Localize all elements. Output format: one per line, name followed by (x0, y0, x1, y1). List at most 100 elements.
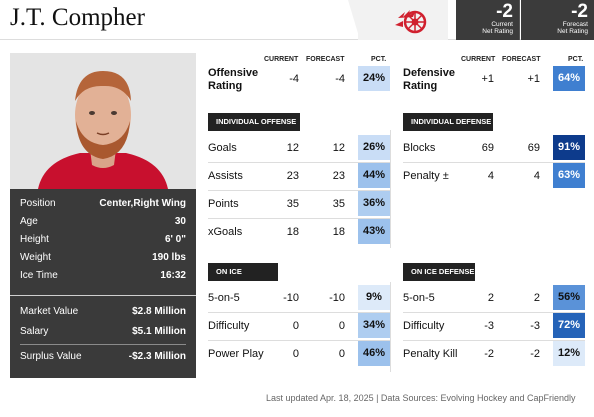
stat-forecast: 0 (338, 348, 345, 360)
detail-value: Center,Right Wing (99, 198, 186, 209)
detail-value: 6' 0" (164, 234, 186, 245)
stat-pct: 46% (358, 341, 390, 366)
offensive-rating-forecast: -4 (335, 73, 345, 85)
stat-forecast: -2 (530, 348, 540, 360)
stat-current: 0 (292, 348, 299, 360)
stat-current: 35 (286, 198, 299, 210)
rating-label-line: Defensive (403, 67, 455, 79)
col-header-pct: PCT. (371, 56, 387, 63)
individual-offense-header: INDIVIDUAL OFFENSE (208, 113, 300, 131)
stat-pct: 9% (358, 285, 390, 310)
header-bar: J.T. Compher -2 Current Net Rating -2 Fo… (0, 0, 594, 40)
stat-pct: 63% (553, 163, 585, 188)
stat-current: -10 (283, 292, 299, 304)
stat-label: Penalty Kill (403, 348, 458, 360)
detail-row-weight: Weight 190 lbs (20, 249, 186, 267)
red-wings-logo-icon (395, 10, 427, 34)
stat-label: Penalty ± (403, 170, 449, 182)
row-divider (403, 340, 585, 341)
detail-value: 190 lbs (152, 252, 186, 263)
stat-label: Difficulty (403, 320, 445, 332)
stat-forecast: 0 (338, 320, 345, 332)
forecast-net-value: -2 (571, 1, 588, 22)
stat-label: Power Play (208, 348, 264, 360)
stat-pct: 56% (553, 285, 585, 310)
stat-pct: 72% (553, 313, 585, 338)
stat-pct: 43% (358, 219, 390, 244)
stat-pct: 26% (358, 135, 390, 160)
offensive-rating-current: -4 (289, 73, 299, 85)
footer-note: Last updated Apr. 18, 2025 | Data Source… (266, 393, 576, 403)
stat-current: 4 (487, 170, 494, 182)
stat-forecast: -10 (329, 292, 345, 304)
stat-pct: 12% (553, 341, 585, 366)
row-divider (208, 162, 390, 163)
stat-forecast: 2 (533, 292, 540, 304)
stat-label: 5-on-5 (403, 292, 435, 304)
divider (10, 295, 196, 296)
stat-label: 5-on-5 (208, 292, 240, 304)
detail-label: Height (20, 234, 49, 245)
stat-forecast: -3 (530, 320, 540, 332)
col-header-forecast: FORECAST (502, 56, 541, 63)
stat-pct: 44% (358, 163, 390, 188)
current-net-value: -2 (496, 1, 513, 22)
row-divider (403, 312, 585, 313)
detail-row-age: Age 30 (20, 213, 186, 231)
col-header-current: CURRENT (461, 56, 496, 63)
stat-forecast: 69 (527, 142, 540, 154)
logo-panel-edge (348, 0, 360, 40)
contract-label: Surplus Value (20, 351, 82, 362)
row-divider (403, 162, 585, 163)
defensive-rating-pct: 64% (553, 66, 585, 91)
contract-value: $5.1 Million (132, 326, 186, 337)
stat-current: -2 (484, 348, 494, 360)
stat-label: Points (208, 198, 239, 210)
stat-pct: 34% (358, 313, 390, 338)
col-header-pct: PCT. (568, 56, 584, 63)
offensive-rating-pct: 24% (358, 66, 390, 91)
stat-current: 23 (286, 170, 299, 182)
contract-label: Salary (20, 326, 49, 337)
stat-forecast: 23 (332, 170, 345, 182)
detail-label: Position (20, 198, 56, 209)
contract-label: Market Value (20, 306, 79, 317)
player-headshot-icon (10, 53, 196, 189)
detail-label: Weight (20, 252, 51, 263)
current-net-rating: -2 Current Net Rating (456, 0, 520, 40)
column-divider (390, 282, 391, 372)
stat-label: Assists (208, 170, 243, 182)
contract-row-salary: Salary $5.1 Million (20, 323, 186, 341)
forecast-net-label-1: Forecast (562, 21, 588, 28)
player-photo (10, 53, 196, 189)
detail-value: 16:32 (160, 270, 186, 281)
stat-label: Difficulty (208, 320, 250, 332)
defensive-rating-current: +1 (481, 73, 494, 85)
detail-row-ice-time: Ice Time 16:32 (20, 267, 186, 285)
forecast-net-label-2: Net Rating (557, 28, 588, 35)
onice-offense-header: ON ICE OFFENSE (208, 263, 278, 294)
detail-row-position: Position Center,Right Wing (20, 195, 186, 213)
col-header-current: CURRENT (264, 56, 299, 63)
rating-label-line: Rating (403, 80, 438, 92)
column-divider (390, 130, 391, 248)
contract-value: $2.8 Million (132, 306, 186, 317)
stat-current: 69 (481, 142, 494, 154)
stat-forecast: 4 (533, 170, 540, 182)
row-divider (208, 312, 390, 313)
col-header-forecast: FORECAST (306, 56, 345, 63)
stat-pct: 91% (553, 135, 585, 160)
row-divider (208, 340, 390, 341)
stat-current: 12 (286, 142, 299, 154)
logo-panel (358, 0, 448, 40)
individual-defense-header: INDIVIDUAL DEFENSE (403, 113, 493, 131)
contract-row-surplus-value: Surplus Value -$2.3 Million (20, 348, 186, 366)
offensive-rating-label: Offensive Rating (208, 67, 258, 93)
stat-current: 2 (487, 292, 494, 304)
current-net-label-1: Current (491, 21, 513, 28)
detail-value: 30 (174, 216, 186, 227)
forecast-net-rating: -2 Forecast Net Rating (521, 0, 594, 40)
stat-pct: 36% (358, 191, 390, 216)
detail-label: Age (20, 216, 38, 227)
row-divider (208, 190, 390, 191)
